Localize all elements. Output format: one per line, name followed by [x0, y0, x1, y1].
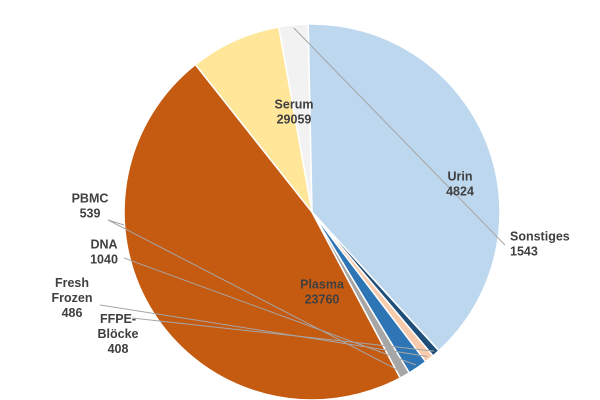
- label-plasma: Plasma 23760: [300, 278, 345, 307]
- label-ffpe-blocke: FFPE-Blöcke 408: [98, 312, 139, 356]
- category-label-serum: Serum: [275, 98, 314, 112]
- category-label-urin: Urin: [448, 170, 473, 184]
- category-label-ffpe-blocke: FFPE-: [100, 312, 136, 326]
- slice-pbmc: [311, 211, 411, 380]
- category-label-plasma: Plasma: [300, 278, 345, 292]
- leader-line-ffpe-blocke: [131, 317, 435, 352]
- label-pbmc: PBMC 539: [72, 192, 109, 221]
- label-sonstiges: Sonstiges 1543: [510, 230, 570, 259]
- leader-lines: [99, 27, 506, 374]
- label-serum: Serum 29059: [275, 98, 314, 127]
- slice-labels: Serum 29059 Urin 4824 Sonstiges 1543 Plasma 237…: [52, 98, 570, 357]
- leader-line-dna: [123, 257, 417, 366]
- label-urin: Urin 4824: [446, 170, 474, 199]
- category-label-fresh-frozen: Fresh: [55, 276, 89, 290]
- slice-plasma: [307, 23, 501, 352]
- category-label-fresh-frozen: Frozen: [52, 291, 93, 305]
- value-label-sonstiges: 1543: [510, 245, 538, 259]
- value-label-fresh-frozen: 486: [62, 306, 83, 320]
- value-label-serum: 29059: [277, 113, 312, 127]
- category-label-pbmc: PBMC: [72, 192, 109, 206]
- value-label-plasma: 23760: [305, 293, 340, 307]
- value-label-dna: 1040: [90, 253, 118, 267]
- label-dna: DNA 1040: [90, 238, 118, 267]
- category-label-sonstiges: Sonstiges: [510, 230, 570, 244]
- value-label-ffpe-blocke: 408: [108, 342, 129, 356]
- slice-urin: [194, 26, 313, 213]
- leader-line-sonstiges: [293, 27, 506, 246]
- label-fresh-frozen: Fresh Frozen 486: [52, 276, 93, 320]
- category-label-ffpe-blocke: Blöcke: [98, 327, 139, 341]
- value-label-pbmc: 539: [80, 207, 101, 221]
- slice-serum: [123, 63, 402, 400]
- pie-slices: [123, 23, 501, 400]
- value-label-urin: 4824: [446, 185, 474, 199]
- leader-line-fresh-frozen: [99, 304, 428, 357]
- category-label-dna: DNA: [90, 238, 117, 252]
- leader-line-pbmc: [107, 219, 404, 374]
